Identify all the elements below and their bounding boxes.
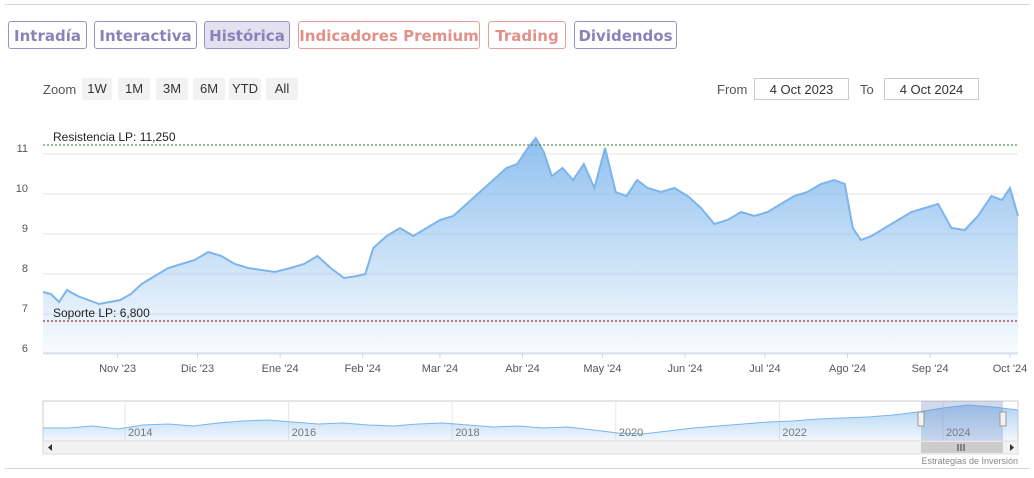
navigator-year-label: 2020	[619, 427, 643, 439]
tab-dividendos[interactable]: Dividendos	[574, 21, 677, 49]
y-tick-label: 10	[16, 183, 28, 195]
scrollbar-track	[42, 440, 1019, 455]
navigator-frame	[42, 400, 1019, 442]
navigator-selection	[921, 401, 1003, 441]
navigator-year-label: 2022	[782, 427, 806, 439]
zoom-1m-button[interactable]: 1M	[118, 78, 150, 100]
navigator-year-label: 2014	[128, 427, 152, 439]
bottom-divider	[4, 468, 1030, 469]
series-area	[43, 138, 1018, 353]
x-tick-label: Dic '23	[181, 363, 214, 375]
from-label: From	[717, 82, 748, 97]
x-tick-label: May '24	[583, 363, 621, 375]
navigator-area	[43, 405, 1018, 441]
scroll-left-icon	[48, 444, 52, 451]
zoom-6m-button[interactable]: 6M	[193, 78, 225, 100]
x-tick-label: Ene '24	[262, 363, 299, 375]
y-tick-label: 9	[22, 223, 28, 235]
tab-indicadores-premium[interactable]: Indicadores Premium	[298, 21, 480, 49]
series-line	[42, 136, 1019, 306]
tab-intradia[interactable]: Intradía	[8, 21, 87, 49]
x-tick-label: Abr '24	[505, 363, 540, 375]
y-tick-label: 7	[22, 303, 28, 315]
to-date-input[interactable]: 4 Oct 2024	[884, 78, 979, 100]
navigator-line	[43, 404, 1019, 435]
navigator[interactable]: 2014 2016 2018 2020 2022 2024	[42, 400, 1019, 455]
zoom-all-button[interactable]: All	[266, 78, 298, 100]
x-tick-label: Mar '24	[422, 363, 458, 375]
zoom-label: Zoom	[43, 82, 77, 97]
navigator-left-handle	[917, 411, 925, 427]
scroll-right-icon	[1010, 444, 1014, 451]
x-tick-label: Ago '24	[829, 363, 866, 375]
x-tick-label: Sep '24	[912, 363, 949, 375]
navigator-year-label: 2016	[292, 427, 316, 439]
navigator-year-label: 2024	[946, 427, 970, 439]
x-tick-label: Oct '24	[993, 363, 1028, 375]
zoom-1w-button[interactable]: 1W	[82, 78, 112, 100]
zoom-3m-button[interactable]: 3M	[156, 78, 188, 100]
tab-historica[interactable]: Histórica	[204, 21, 290, 49]
support-label: Soporte LP: 6,800	[53, 306, 150, 320]
x-tick-label: Jul '24	[749, 363, 780, 375]
x-tick-label: Feb '24	[344, 363, 380, 375]
x-tick-label: Nov '23	[99, 363, 136, 375]
navigator-right-handle	[999, 411, 1007, 427]
y-tick-label: 11	[17, 143, 28, 155]
zoom-ytd-button[interactable]: YTD	[229, 78, 261, 100]
tab-trading[interactable]: Trading	[488, 21, 566, 49]
tab-interactiva[interactable]: Interactiva	[94, 21, 197, 49]
x-tick-label: Jun '24	[667, 363, 702, 375]
y-tick-label: 8	[22, 263, 28, 275]
y-tick-label: 6	[22, 343, 28, 355]
credit-text: Estrategias de Inversión	[921, 456, 1018, 466]
resistance-label: Resistencia LP: 11,250	[53, 130, 176, 144]
from-date-input[interactable]: 4 Oct 2023	[754, 78, 849, 100]
top-divider	[4, 4, 1030, 5]
navigator-year-label: 2018	[455, 427, 479, 439]
scrollbar-thumb	[921, 442, 1003, 453]
to-label: To	[860, 82, 874, 97]
scrollbar-grip-icon	[957, 444, 965, 451]
